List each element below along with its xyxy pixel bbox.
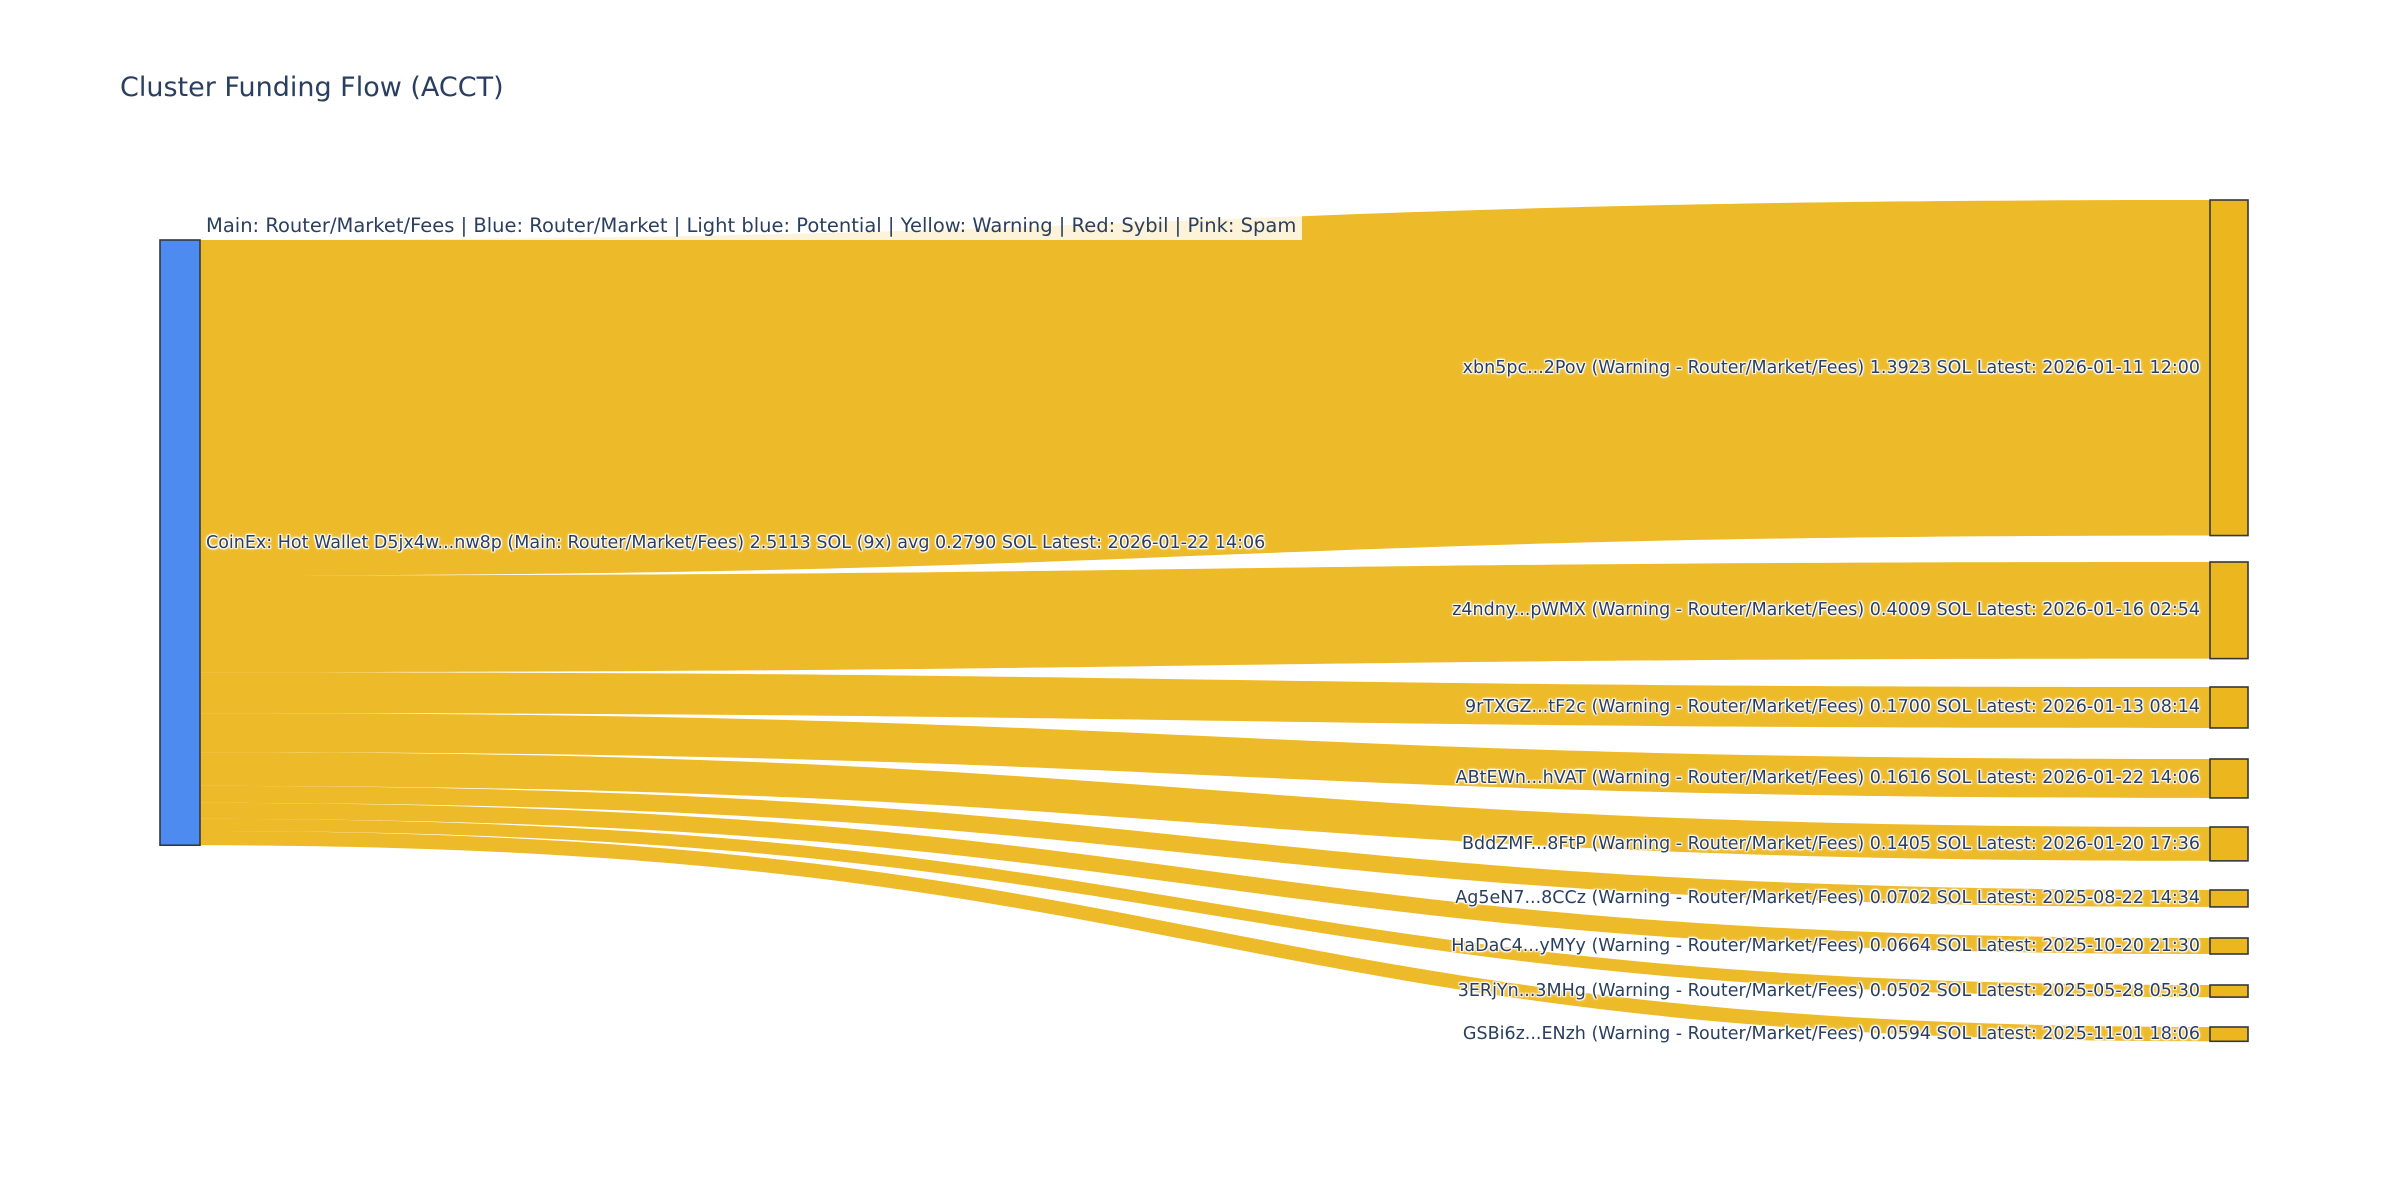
target-node-label: 9rTXGZ...tF2c (Warning - Router/Market/F…	[1464, 697, 2200, 718]
sankey-link[interactable]	[200, 802, 2210, 955]
target-node[interactable]	[2209, 984, 2249, 998]
source-node[interactable]	[159, 239, 201, 847]
target-node-label: HaDaC4...yMYy (Warning - Router/Market/F…	[1451, 936, 2200, 956]
target-node[interactable]	[2209, 937, 2249, 955]
target-node[interactable]	[2209, 1026, 2249, 1043]
target-node[interactable]	[2209, 826, 2249, 862]
sankey-link[interactable]	[200, 200, 2210, 576]
sankey-link[interactable]	[200, 830, 2210, 1042]
target-node[interactable]	[2209, 889, 2249, 908]
target-node-label: BddZMF...8FtP (Warning - Router/Market/F…	[1462, 833, 2200, 854]
sankey-link[interactable]	[200, 785, 2210, 907]
target-node-label: GSBi6z...ENzh (Warning - Router/Market/F…	[1462, 1024, 2200, 1045]
target-node-label: 3ERjYn...3MHg (Warning - Router/Market/F…	[1457, 981, 2200, 1002]
sankey-link[interactable]	[200, 818, 2210, 998]
chart-title: Cluster Funding Flow (ACCT)	[120, 72, 504, 103]
sankey-link[interactable]	[200, 713, 2210, 798]
target-node-label: Ag5eN7...8CCz (Warning - Router/Market/F…	[1455, 888, 2200, 909]
target-node[interactable]	[2209, 199, 2249, 537]
sankey-link[interactable]	[200, 672, 2210, 728]
source-node-label: CoinEx: Hot Wallet D5jx4w...nw8p (Main: …	[206, 532, 1266, 553]
target-node-label: z4ndny...pWMX (Warning - Router/Market/F…	[1452, 600, 2200, 621]
target-node-label: xbn5pc...2Pov (Warning - Router/Market/F…	[1462, 357, 2200, 378]
target-node[interactable]	[2209, 561, 2249, 660]
sankey-link[interactable]	[200, 752, 2210, 861]
target-node-label: ABtEWn...hVAT (Warning - Router/Market/F…	[1455, 768, 2200, 789]
sankey-link[interactable]	[200, 562, 2210, 673]
target-node[interactable]	[2209, 686, 2249, 729]
color-legend-note: Main: Router/Market/Fees | Blue: Router/…	[202, 212, 1303, 240]
target-node[interactable]	[2209, 758, 2249, 799]
